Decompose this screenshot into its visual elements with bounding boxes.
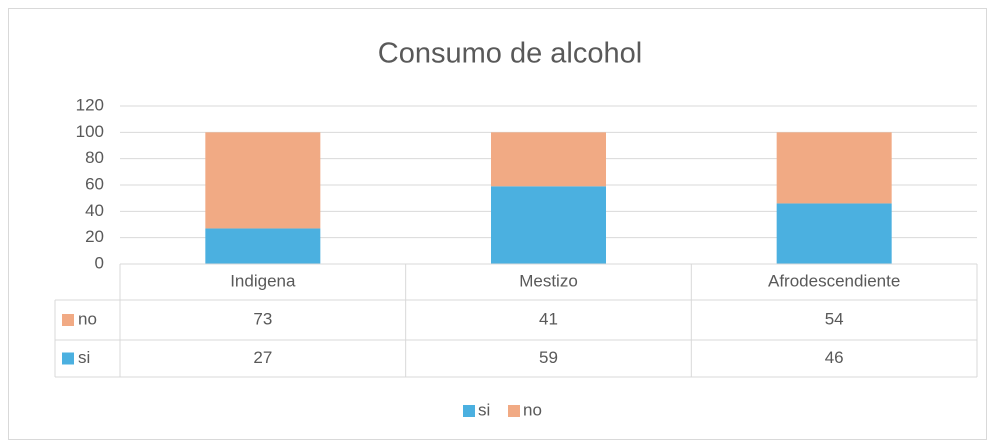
table-cell: 46 bbox=[825, 348, 844, 367]
chart-title: Consumo de alcohol bbox=[378, 38, 642, 70]
y-tick-label: 20 bbox=[85, 227, 104, 246]
bar bbox=[205, 132, 321, 229]
x-tick-label: Afrodescendiente bbox=[768, 271, 900, 290]
table-cell: 27 bbox=[253, 348, 272, 367]
table-cell: 54 bbox=[825, 309, 844, 328]
table-legend-key bbox=[62, 352, 74, 365]
legend-key bbox=[463, 405, 475, 417]
table-row-label: si bbox=[78, 348, 90, 367]
y-tick-label: 60 bbox=[85, 174, 104, 193]
x-tick-label: Indigena bbox=[230, 271, 296, 290]
table-cell: 73 bbox=[253, 309, 272, 328]
legend-label: no bbox=[523, 400, 542, 419]
bar bbox=[776, 132, 892, 204]
table-cell: 59 bbox=[539, 348, 558, 367]
table-row-label: no bbox=[78, 309, 97, 328]
bar bbox=[776, 203, 892, 264]
legend-key bbox=[508, 405, 520, 417]
bar bbox=[205, 228, 321, 264]
table-cell: 41 bbox=[539, 309, 558, 328]
legend-label: si bbox=[478, 400, 490, 419]
y-tick-label: 100 bbox=[76, 122, 104, 141]
table-legend-key bbox=[62, 314, 74, 326]
y-tick-label: 120 bbox=[76, 95, 104, 114]
x-tick-label: Mestizo bbox=[519, 271, 578, 290]
bar bbox=[491, 132, 606, 187]
y-tick-label: 0 bbox=[95, 253, 104, 272]
y-tick-label: 40 bbox=[85, 201, 104, 220]
bar bbox=[491, 186, 606, 264]
y-tick-label: 80 bbox=[85, 148, 104, 167]
